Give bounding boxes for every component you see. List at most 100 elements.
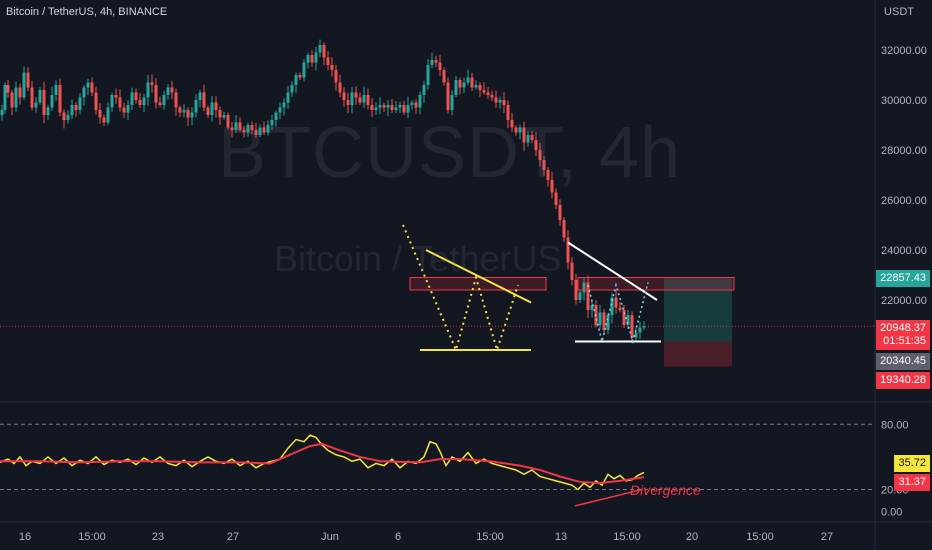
candle-body xyxy=(286,92,290,103)
candle-body xyxy=(626,315,630,325)
candle-body xyxy=(434,60,438,63)
candle-body xyxy=(338,82,342,93)
candle-body xyxy=(602,312,606,330)
candle-body xyxy=(546,170,550,180)
candle-body xyxy=(478,85,482,90)
candle-body xyxy=(166,87,170,95)
divergence-label: Divergence xyxy=(630,482,701,498)
candle-body xyxy=(94,92,98,110)
rsi-pane: Divergence xyxy=(0,423,875,507)
candle-body xyxy=(334,70,338,83)
candle-body xyxy=(82,87,86,98)
candle-body xyxy=(154,85,158,103)
candle-body xyxy=(570,262,574,280)
candle-body xyxy=(234,122,238,130)
candle-body xyxy=(10,92,14,108)
candle-body xyxy=(370,105,374,110)
candle-body xyxy=(374,107,378,110)
candle-body xyxy=(294,75,298,85)
candle-body xyxy=(606,315,610,330)
candle-body xyxy=(542,160,546,170)
trendline-white xyxy=(567,241,658,301)
candle-body xyxy=(502,100,506,105)
candle-body xyxy=(386,105,390,108)
candle-body xyxy=(382,105,386,108)
candle-body xyxy=(318,45,322,53)
candle-body xyxy=(266,125,270,133)
candle-body xyxy=(618,307,622,310)
candle-body xyxy=(134,92,138,100)
candle-body xyxy=(406,105,410,113)
candle-body xyxy=(482,90,486,93)
time-tick-label: 27 xyxy=(227,531,239,543)
candle-body xyxy=(14,87,18,108)
trendline-yellow xyxy=(425,249,532,304)
time-tick-label: 16 xyxy=(19,531,31,543)
candle-body xyxy=(162,95,166,105)
candle-body xyxy=(486,92,490,95)
candle-body xyxy=(198,92,202,100)
candle-body xyxy=(590,305,594,310)
candle-body xyxy=(58,85,62,113)
candle-body xyxy=(0,110,4,115)
candle-body xyxy=(54,85,58,95)
watermark-name: Bitcoin / TetherUS xyxy=(274,238,562,279)
candle-body xyxy=(50,95,54,108)
price-tick-label: 22000.00 xyxy=(881,295,927,307)
candle-body xyxy=(622,310,626,325)
candle-body xyxy=(426,65,430,85)
candle-body xyxy=(182,110,186,113)
candle-body xyxy=(158,102,162,105)
divergence-line xyxy=(574,488,643,507)
candle-body xyxy=(222,115,226,118)
candle-body xyxy=(130,92,134,105)
candle-body xyxy=(454,80,458,95)
candle-body xyxy=(378,105,382,108)
candle-body xyxy=(178,107,182,113)
price-tick-label: 32000.00 xyxy=(881,45,927,57)
candle-body xyxy=(174,92,178,108)
candle-body xyxy=(86,82,90,88)
time-tick-label: 20 xyxy=(686,531,698,543)
candle-body xyxy=(574,280,578,300)
candle-body xyxy=(302,62,306,78)
candle-body xyxy=(610,297,614,315)
candle-body xyxy=(322,45,326,58)
time-tick-label: 15:00 xyxy=(613,531,641,543)
price-tick-label: 28000.00 xyxy=(881,145,927,157)
candle-body xyxy=(614,297,618,308)
candle-body xyxy=(462,82,466,88)
time-tick-label: 15:00 xyxy=(78,531,106,543)
projection-yellow xyxy=(402,224,519,354)
candle-body xyxy=(326,57,330,65)
candle-body xyxy=(458,80,462,88)
candle-body xyxy=(470,77,474,88)
candle-body xyxy=(270,120,274,125)
candle-body xyxy=(210,102,214,115)
candle-body xyxy=(330,65,334,70)
candle-body xyxy=(22,72,26,98)
candle-body xyxy=(90,82,94,93)
candle-body xyxy=(350,92,354,105)
candle-body xyxy=(118,97,122,108)
candle-body xyxy=(70,105,74,115)
candle-body xyxy=(466,77,470,83)
candle-body xyxy=(582,282,586,293)
candle-body xyxy=(186,110,190,118)
candle-body xyxy=(522,127,526,143)
candle-body xyxy=(122,107,126,113)
candle-body xyxy=(250,125,254,130)
candle-body xyxy=(26,72,30,88)
candle-body xyxy=(450,95,454,110)
symbol-title[interactable]: Bitcoin / TetherUS, 4h, BINANCE xyxy=(6,6,168,18)
candle-body xyxy=(282,102,286,108)
candle-body xyxy=(114,95,118,98)
candle-body xyxy=(534,140,538,150)
rsi-tick-label: 0.00 xyxy=(881,506,902,518)
candle-body xyxy=(194,100,198,113)
candle-body xyxy=(510,120,514,128)
candle-body xyxy=(362,95,366,103)
candle-body xyxy=(214,102,218,110)
